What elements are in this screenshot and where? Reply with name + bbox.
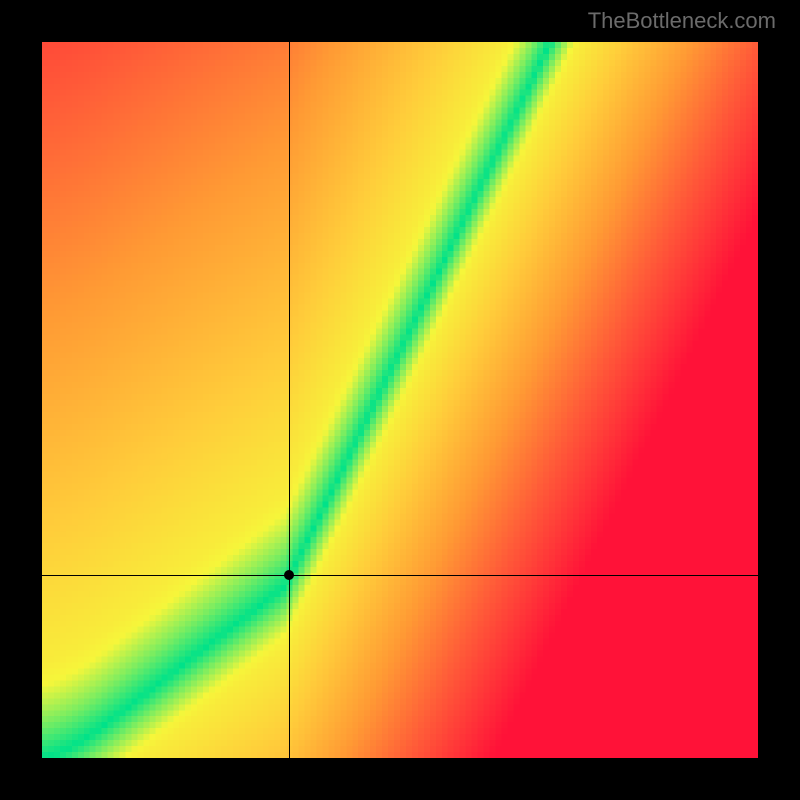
crosshair-horizontal — [42, 575, 758, 576]
crosshair-dot — [284, 570, 294, 580]
heatmap-canvas — [42, 42, 758, 758]
crosshair-vertical — [289, 42, 290, 758]
heatmap-plot — [42, 42, 758, 758]
watermark-text: TheBottleneck.com — [588, 8, 776, 34]
